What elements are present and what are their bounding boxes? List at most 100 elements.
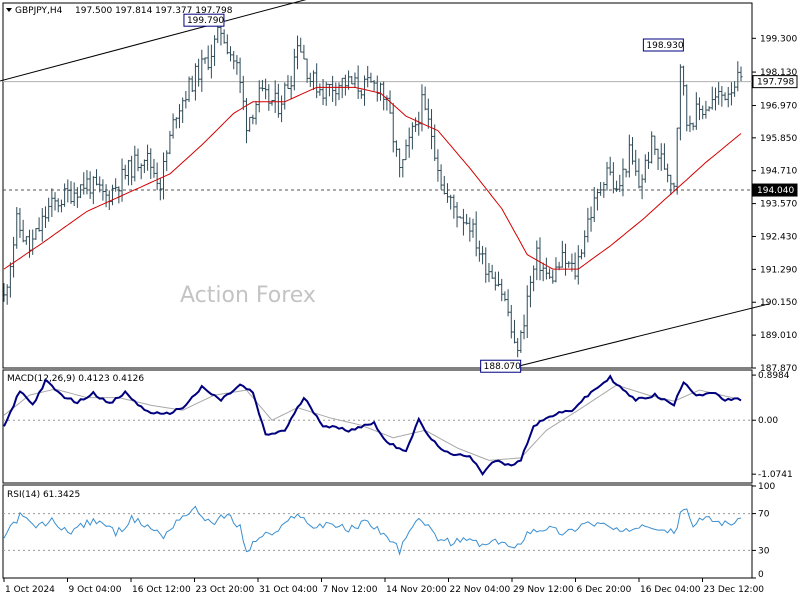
ohlc-bar [206,45,210,71]
ohlc-bar [273,80,277,113]
ohlc-bar [484,247,488,283]
ohlc-bar [248,116,252,132]
ohlc-bar [643,154,647,183]
ohlc-bar [228,46,233,62]
dropdown-triangle-icon[interactable] [6,8,12,12]
rsi-tick-label: 30 [758,546,770,556]
ohlc-bar [120,158,124,202]
ohlc-bar [190,75,194,92]
macd-label: MACD(12,26,9) 0.4123 0.4126 [7,374,144,384]
ohlc-bar [91,176,95,205]
ohlc-bar [18,208,22,238]
ohlc-bar [104,184,108,208]
ohlc-bar [413,117,418,132]
ohlc-bar [729,82,734,106]
ohlc-bar [525,285,529,339]
current-price-label: 197.798 [757,78,794,88]
ohlc-bar [410,122,414,150]
ohlc-bar [713,87,718,111]
ohlc-bar [704,100,708,119]
ohlc-bar [599,182,603,196]
ohlc-bar [678,64,682,141]
ohlc-bar [149,148,153,179]
rsi-tick-label: 0 [758,570,764,580]
ohlc-bar [161,152,166,200]
ohlc-bar [614,180,619,192]
ohlc-bar [203,57,207,64]
ohlc-bar [487,263,491,283]
time-tick-label: 14 Nov 20:00 [386,585,447,595]
ohlc-bar [356,65,360,99]
ohlc-bar [123,164,127,180]
ohlc-bar [197,58,201,87]
ohlc-bar [85,170,89,195]
ohlc-bar [225,34,229,55]
price-tick-label: 193.570 [760,200,797,210]
ohlc-bar [452,194,456,219]
rsi-line-layer [3,505,742,556]
ohlc-bar [171,113,175,139]
ohlc-bar [184,91,188,109]
ohlc-bar [611,162,615,194]
ohlc-bar [152,158,156,178]
ohlc-bar [439,164,443,190]
time-tick-label: 23 Dec 12:00 [704,585,765,595]
ohlc-bar [567,261,571,268]
ohlc-bar [461,208,466,236]
ohlc-bar [477,240,481,262]
ohlc-bar [212,35,217,66]
ohlc-bar [200,49,204,92]
support-level-label: 194.040 [757,186,794,196]
ohlc-bar [34,228,38,240]
ohlc-bar [331,75,335,102]
ohlc-bar [490,264,494,279]
ohlc-bar [136,148,140,172]
ohlc-bar [276,83,280,118]
ohlc-bar [726,86,730,108]
price-tick-label: 198.130 [760,68,797,78]
ohlc-bar [589,206,593,232]
ohlc-bar [40,208,44,242]
ohlc-bar [279,95,284,123]
ohlc-bar [519,330,523,353]
ohlc-bar [691,122,695,131]
ohlc-bar [142,159,146,174]
price-annotation-layer: 199.790 198.930 188.070 [183,13,684,373]
ohlc-bar [305,58,309,83]
time-tick-label: 31 Oct 04:00 [259,585,318,595]
ohlc-bar [583,230,587,258]
price-tick-label: 192.430 [760,232,797,242]
ohlc-bar [503,291,507,302]
ohlc-bar [47,197,51,222]
ohlc-bar [292,48,296,91]
ohlc-bar [299,37,303,53]
ohlc-bar [694,92,698,130]
ohlc-bar [646,151,651,169]
ohlc-bar [618,174,622,193]
support-level-label-box [752,183,798,197]
macd-lines-layer [3,374,742,476]
ohlc-bar [465,213,469,225]
ohlc-bar [15,207,19,249]
ohlc-bar [417,111,421,136]
ohlc-bar [576,245,580,285]
ohlc-bar [407,127,411,158]
ohlc-bar [158,178,162,201]
ohlc-bar [286,75,290,89]
ohlc-bar [337,82,341,101]
ohlc-bar [627,134,631,178]
ohlc-bar [11,236,16,278]
ohlc-bar [101,179,105,201]
ohlc-bar [69,181,73,204]
ohlc-bar [423,86,427,111]
ohlc-bar [710,86,714,110]
ohlc-bar [720,86,724,107]
ohlc-bar [736,61,740,92]
ohlc-bar [24,236,28,245]
ohlc-bar [602,181,606,198]
ohlc-bar [630,137,635,165]
annotation-label: 198.930 [646,41,683,51]
ohlc-bar [78,184,83,199]
ohlc-bar [2,283,6,302]
